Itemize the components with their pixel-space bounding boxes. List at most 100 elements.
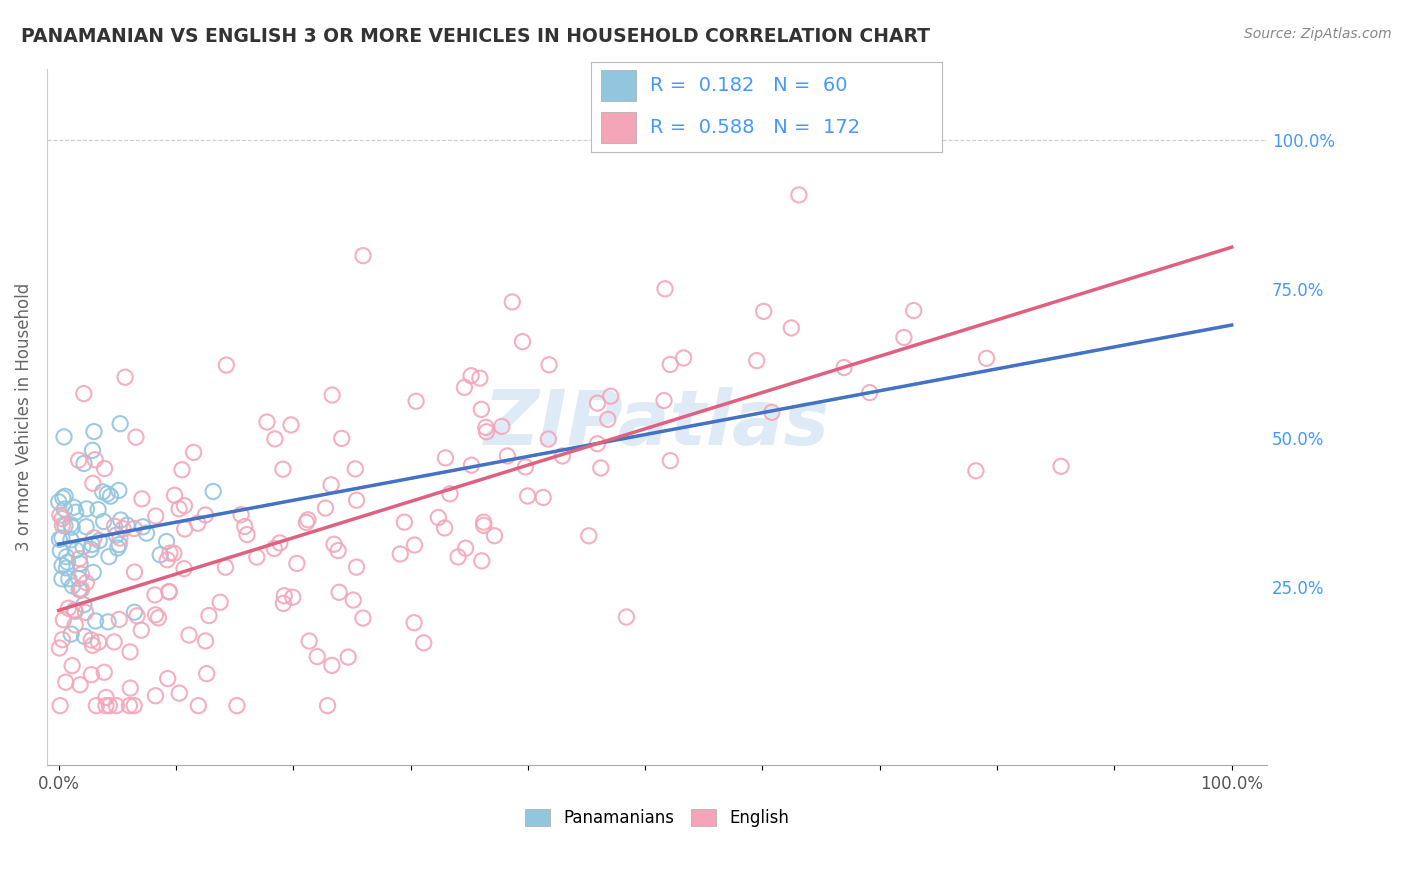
Y-axis label: 3 or more Vehicles in Household: 3 or more Vehicles in Household bbox=[15, 283, 32, 551]
Point bbox=[659, 358, 682, 372]
Point bbox=[752, 304, 775, 318]
Point bbox=[80, 667, 103, 681]
Point bbox=[93, 461, 115, 475]
Point bbox=[129, 624, 152, 638]
Point bbox=[49, 698, 72, 713]
Point bbox=[173, 522, 195, 536]
Point bbox=[51, 511, 73, 525]
Point bbox=[586, 396, 609, 410]
Point bbox=[163, 546, 186, 560]
Point bbox=[157, 584, 180, 599]
Point bbox=[531, 491, 554, 505]
Point bbox=[470, 402, 492, 417]
Point bbox=[100, 489, 122, 503]
Point bbox=[596, 412, 619, 426]
Point bbox=[56, 555, 79, 569]
Point bbox=[143, 588, 166, 602]
Text: R =  0.588   N =  172: R = 0.588 N = 172 bbox=[650, 118, 860, 136]
Point bbox=[103, 519, 125, 533]
Point bbox=[319, 477, 342, 491]
Point bbox=[263, 541, 285, 556]
Point bbox=[52, 613, 75, 627]
Point bbox=[60, 627, 83, 641]
Legend: Panamanians, English: Panamanians, English bbox=[519, 802, 796, 833]
Point bbox=[67, 551, 90, 566]
Point bbox=[337, 650, 360, 665]
Point bbox=[149, 548, 172, 562]
Point bbox=[194, 634, 217, 648]
Point bbox=[394, 515, 416, 529]
Point bbox=[51, 558, 73, 573]
Point bbox=[59, 517, 82, 532]
Point bbox=[53, 430, 76, 444]
Point bbox=[94, 698, 117, 713]
Point bbox=[60, 658, 83, 673]
Point bbox=[183, 445, 205, 459]
Point bbox=[120, 645, 142, 659]
Point bbox=[122, 698, 145, 713]
Point bbox=[80, 542, 103, 557]
Point bbox=[58, 572, 80, 586]
Point bbox=[51, 632, 73, 647]
Point bbox=[75, 519, 97, 533]
Point bbox=[187, 698, 209, 713]
Point bbox=[439, 487, 461, 501]
Point bbox=[893, 330, 915, 344]
Point bbox=[475, 425, 498, 439]
Point bbox=[460, 368, 482, 383]
Point bbox=[49, 508, 72, 523]
Point bbox=[60, 520, 83, 534]
Point bbox=[93, 515, 115, 529]
Point bbox=[75, 575, 97, 590]
Point bbox=[427, 510, 450, 524]
Text: Source: ZipAtlas.com: Source: ZipAtlas.com bbox=[1244, 27, 1392, 41]
Point bbox=[491, 419, 513, 434]
Point bbox=[97, 549, 120, 564]
Point bbox=[62, 579, 84, 593]
Point bbox=[65, 543, 87, 558]
Point bbox=[97, 615, 120, 629]
Point bbox=[83, 425, 105, 439]
Point bbox=[67, 582, 90, 597]
Point bbox=[472, 515, 495, 529]
Point bbox=[412, 636, 434, 650]
Point bbox=[285, 557, 308, 571]
Point bbox=[453, 380, 475, 394]
Point bbox=[58, 601, 80, 615]
Point bbox=[108, 538, 131, 552]
Point bbox=[125, 430, 148, 444]
Point bbox=[484, 529, 506, 543]
Point bbox=[433, 521, 456, 535]
Point bbox=[295, 516, 318, 530]
Point bbox=[512, 334, 534, 349]
Point bbox=[55, 549, 77, 564]
Point bbox=[82, 566, 104, 580]
Point bbox=[135, 526, 157, 541]
Point bbox=[215, 358, 238, 372]
Point bbox=[307, 649, 329, 664]
Point bbox=[80, 632, 103, 647]
Point bbox=[84, 614, 107, 628]
Point bbox=[323, 537, 346, 551]
Point bbox=[163, 488, 186, 502]
Point bbox=[434, 450, 457, 465]
Point bbox=[107, 541, 129, 555]
Point bbox=[578, 529, 600, 543]
Point bbox=[96, 487, 118, 501]
Point bbox=[63, 604, 86, 618]
Point bbox=[145, 509, 167, 524]
Point bbox=[404, 538, 426, 552]
Point bbox=[460, 458, 482, 472]
Point bbox=[761, 405, 783, 419]
Point bbox=[70, 582, 93, 597]
Point bbox=[177, 628, 200, 642]
Point bbox=[471, 554, 494, 568]
Point bbox=[108, 417, 131, 431]
Bar bbox=[602, 70, 636, 101]
Point bbox=[173, 562, 195, 576]
Point bbox=[976, 351, 998, 366]
Point bbox=[475, 420, 498, 434]
Point bbox=[404, 615, 426, 630]
Point bbox=[49, 544, 72, 558]
Point bbox=[155, 534, 177, 549]
